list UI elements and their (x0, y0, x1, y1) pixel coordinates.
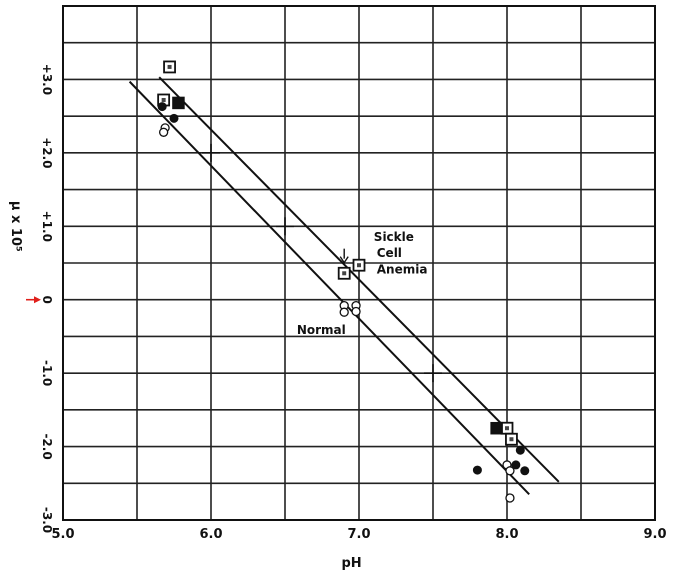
open-circle-point (505, 466, 515, 476)
y-tick-label: +2.0 (40, 137, 54, 168)
open-circle-point (158, 127, 169, 137)
open-circle-point (339, 307, 349, 317)
square-dot (342, 271, 347, 276)
y-tick-label: +1.0 (40, 211, 54, 242)
x-tick-label: 6.0 (199, 527, 222, 542)
down-arrow-icon (339, 256, 349, 264)
filled-circle-point (511, 460, 521, 470)
y-tick-label: -2.0 (40, 433, 54, 459)
y-tick-label: -3.0 (40, 507, 54, 533)
filled-circle-point (515, 445, 525, 455)
y-axis-label: μ x 10⁵ (8, 201, 23, 252)
filled-circle-point (472, 465, 482, 475)
annotation-label: Cell (377, 246, 402, 260)
square-dot (167, 64, 172, 69)
data-points (157, 60, 530, 503)
square-dot (357, 263, 361, 268)
x-tick-label: 7.0 (347, 527, 370, 542)
extra-markers (26, 248, 349, 304)
filled-circle-point (157, 102, 167, 112)
filled-square-point (172, 96, 185, 110)
open-circle-point (351, 306, 361, 317)
y-tick-label: 0 (40, 296, 54, 304)
fit-lines (128, 76, 560, 495)
x-tick-label: 8.0 (495, 527, 518, 542)
x-axis-label: pH (342, 556, 362, 571)
filled-square-point (490, 421, 503, 435)
annotation-label: Anemia (377, 262, 428, 276)
y-axis: +3.0 +2.0 +1.0 0 -1.0 -2.0 -3.0 (40, 64, 54, 533)
annotation-label: Normal (297, 323, 346, 337)
open-circle-point (505, 493, 515, 503)
x-tick-label: 9.0 (643, 527, 666, 542)
x-tick-label: 5.0 (51, 527, 74, 542)
square-dot (161, 97, 166, 102)
red-arrow-icon (34, 296, 41, 304)
filled-circle-point (520, 466, 530, 476)
square-dot (509, 437, 514, 442)
x-axis: 5.0 6.0 7.0 8.0 9.0 (51, 527, 666, 542)
y-tick-label: -1.0 (40, 360, 54, 386)
annotation-label: Sickle (374, 230, 414, 244)
square-dot (505, 426, 509, 431)
filled-circle-point (169, 113, 179, 123)
fit-line (128, 80, 530, 495)
y-tick-label: +3.0 (40, 64, 54, 95)
plot-frame (62, 5, 656, 521)
fit-line (158, 76, 560, 483)
cross-markers (202, 143, 442, 383)
annotations: Sickle Cell Anemia Normal (297, 230, 428, 337)
